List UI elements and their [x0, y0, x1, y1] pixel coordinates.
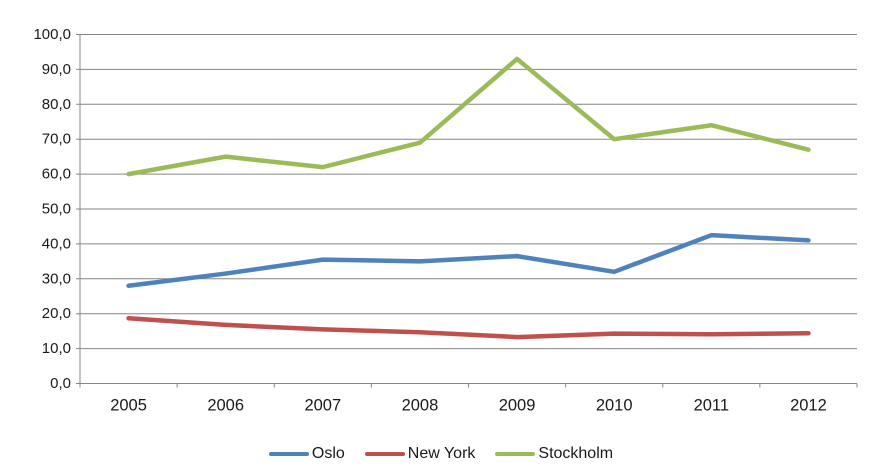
series-line-new-york	[126, 315, 811, 340]
x-axis-label: 2006	[207, 397, 244, 415]
x-axis-label: 2007	[304, 397, 341, 415]
series-line-stockholm	[126, 56, 811, 177]
legend-item-oslo: Oslo	[268, 443, 345, 465]
series-line-oslo	[126, 232, 811, 289]
legend-swatch-stockholm	[495, 451, 536, 457]
y-axis-label: 20,0	[42, 305, 71, 322]
legend-label-new-york: New York	[407, 445, 476, 462]
legend-item-new-york: New York	[364, 443, 476, 465]
legend-swatch-new-york	[364, 451, 405, 457]
y-axis-label: 100,0	[33, 26, 71, 43]
y-axis-label: 80,0	[42, 96, 71, 113]
x-axis-label: 2010	[596, 397, 633, 415]
y-axis-label: 70,0	[42, 131, 71, 148]
y-axis-label: 10,0	[42, 340, 71, 357]
legend-label-stockholm: Stockholm	[538, 445, 614, 462]
x-axis-label: 2012	[790, 397, 827, 415]
y-axis-label: 30,0	[42, 270, 71, 287]
y-axis-label: 60,0	[42, 166, 71, 183]
legend-label-oslo: Oslo	[311, 445, 345, 462]
x-axis-label: 2011	[694, 397, 729, 415]
x-axis-label: 2005	[110, 397, 147, 415]
x-axis-label: 2009	[499, 397, 536, 415]
y-axis-label: 50,0	[42, 201, 71, 218]
chart-legend: Oslo New York Stockholm	[0, 443, 882, 465]
x-axis-label: 2008	[402, 397, 439, 415]
legend-swatch-oslo	[268, 451, 309, 457]
line-chart: 0,0 10,0 20,0 30,0 40,0 50,0 60,0 70,0 80,0 90,0 1…	[33, 26, 858, 415]
y-axis-label: 0,0	[50, 375, 71, 392]
legend-item-stockholm: Stockholm	[495, 443, 613, 465]
y-axis-label: 40,0	[42, 235, 71, 252]
y-axis-label: 90,0	[42, 61, 71, 78]
